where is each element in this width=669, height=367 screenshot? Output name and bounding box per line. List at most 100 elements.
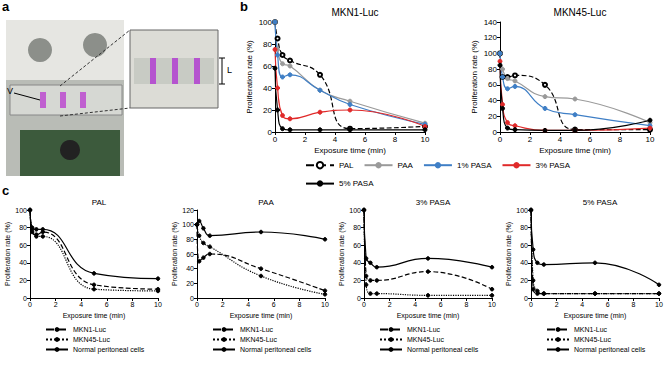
svg-text:20: 20: [353, 277, 361, 284]
svg-text:0: 0: [357, 295, 361, 302]
svg-text:10: 10: [421, 135, 430, 144]
svg-text:Normal peritoneal cells: Normal peritoneal cells: [407, 346, 479, 354]
svg-text:80: 80: [520, 224, 528, 231]
svg-text:80: 80: [263, 40, 272, 49]
svg-text:20: 20: [520, 277, 528, 284]
svg-text:20: 20: [19, 277, 27, 284]
svg-text:MKN1-Luc: MKN1-Luc: [407, 326, 441, 333]
svg-text:80: 80: [488, 65, 497, 74]
svg-text:4: 4: [413, 301, 417, 308]
svg-text:60: 60: [488, 80, 497, 89]
svg-text:4: 4: [580, 301, 584, 308]
svg-text:5% PASA: 5% PASA: [339, 179, 374, 188]
svg-text:8: 8: [464, 301, 468, 308]
svg-text:Proliferation rate (%): Proliferation rate (%): [171, 222, 179, 286]
svg-text:100: 100: [484, 49, 498, 58]
svg-text:2: 2: [221, 301, 225, 308]
svg-text:c: c: [2, 183, 9, 198]
svg-text:MKN1-Luc: MKN1-Luc: [73, 326, 107, 333]
svg-text:40: 40: [488, 96, 497, 105]
svg-text:10: 10: [488, 301, 496, 308]
svg-text:MKN45-Luc: MKN45-Luc: [574, 336, 611, 343]
svg-text:0: 0: [362, 301, 366, 308]
svg-text:140: 140: [484, 18, 498, 27]
svg-text:5% PASA: 5% PASA: [583, 198, 618, 207]
svg-text:6: 6: [105, 301, 109, 308]
svg-text:Exposure time (min): Exposure time (min): [397, 312, 460, 320]
svg-text:10: 10: [321, 301, 329, 308]
svg-text:MKN1-Luc: MKN1-Luc: [574, 326, 608, 333]
svg-text:100: 100: [15, 207, 27, 214]
svg-text:0: 0: [23, 295, 27, 302]
svg-text:Proliferation rate (%): Proliferation rate (%): [245, 40, 254, 114]
svg-text:40: 40: [263, 84, 272, 93]
svg-text:40: 40: [186, 265, 194, 272]
svg-text:2: 2: [54, 301, 58, 308]
svg-text:Exposure time (min): Exposure time (min): [564, 312, 627, 320]
svg-text:6: 6: [588, 135, 593, 144]
svg-text:Proliferation rate (%): Proliferation rate (%): [338, 222, 346, 286]
svg-text:PAL: PAL: [339, 161, 354, 170]
svg-text:60: 60: [186, 251, 194, 258]
svg-text:6: 6: [439, 301, 443, 308]
svg-text:PAA: PAA: [398, 161, 414, 170]
svg-text:4: 4: [79, 301, 83, 308]
svg-text:0: 0: [498, 135, 503, 144]
svg-text:20: 20: [263, 106, 272, 115]
svg-text:0: 0: [273, 135, 278, 144]
svg-text:6: 6: [606, 301, 610, 308]
svg-text:Proliferation rate (%): Proliferation rate (%): [470, 40, 479, 114]
svg-text:60: 60: [19, 242, 27, 249]
svg-text:Exposure time (min): Exposure time (min): [230, 312, 293, 320]
svg-text:80: 80: [353, 224, 361, 231]
svg-text:100: 100: [516, 207, 528, 214]
svg-text:80: 80: [186, 236, 194, 243]
svg-text:40: 40: [19, 259, 27, 266]
svg-text:8: 8: [618, 135, 623, 144]
svg-text:V: V: [7, 86, 13, 96]
svg-text:Exposure time (min): Exposure time (min): [539, 146, 611, 155]
svg-text:8: 8: [631, 301, 635, 308]
svg-text:6: 6: [363, 135, 368, 144]
svg-text:3% PASA: 3% PASA: [535, 161, 570, 170]
svg-text:8: 8: [130, 301, 134, 308]
svg-text:Proliferation rate (%): Proliferation rate (%): [505, 222, 513, 286]
svg-text:Normal peritoneal cells: Normal peritoneal cells: [574, 346, 646, 354]
svg-text:8: 8: [297, 301, 301, 308]
svg-text:0: 0: [529, 301, 533, 308]
svg-text:MKN45-Luc: MKN45-Luc: [407, 336, 444, 343]
svg-text:PAA: PAA: [258, 198, 274, 207]
svg-text:10: 10: [646, 135, 655, 144]
svg-text:120: 120: [484, 33, 498, 42]
svg-text:Normal peritoneal cells: Normal peritoneal cells: [240, 346, 312, 354]
svg-text:100: 100: [182, 221, 194, 228]
svg-text:60: 60: [263, 62, 272, 71]
svg-text:100: 100: [349, 207, 361, 214]
svg-text:MKN45-Luc: MKN45-Luc: [240, 336, 277, 343]
svg-text:0: 0: [524, 295, 528, 302]
svg-text:b: b: [240, 0, 248, 14]
svg-text:Proliferation rate (%): Proliferation rate (%): [4, 222, 12, 286]
svg-text:0: 0: [28, 301, 32, 308]
svg-text:2: 2: [303, 135, 308, 144]
svg-text:0: 0: [190, 295, 194, 302]
svg-text:8: 8: [393, 135, 398, 144]
svg-text:L: L: [227, 65, 232, 75]
svg-text:0: 0: [195, 301, 199, 308]
svg-text:60: 60: [520, 242, 528, 249]
svg-text:80: 80: [19, 224, 27, 231]
svg-text:10: 10: [154, 301, 162, 308]
svg-text:120: 120: [182, 207, 194, 214]
svg-text:2: 2: [528, 135, 533, 144]
svg-text:a: a: [2, 0, 10, 14]
svg-text:PAL: PAL: [92, 198, 107, 207]
svg-text:3% PASA: 3% PASA: [416, 198, 451, 207]
svg-text:4: 4: [558, 135, 563, 144]
svg-text:Exposure time (min): Exposure time (min): [314, 146, 386, 155]
svg-text:10: 10: [655, 301, 663, 308]
svg-text:4: 4: [333, 135, 338, 144]
svg-text:4: 4: [246, 301, 250, 308]
svg-text:Exposure time (min): Exposure time (min): [63, 312, 126, 320]
svg-text:MKN45-Luc: MKN45-Luc: [554, 7, 607, 18]
svg-text:40: 40: [353, 259, 361, 266]
